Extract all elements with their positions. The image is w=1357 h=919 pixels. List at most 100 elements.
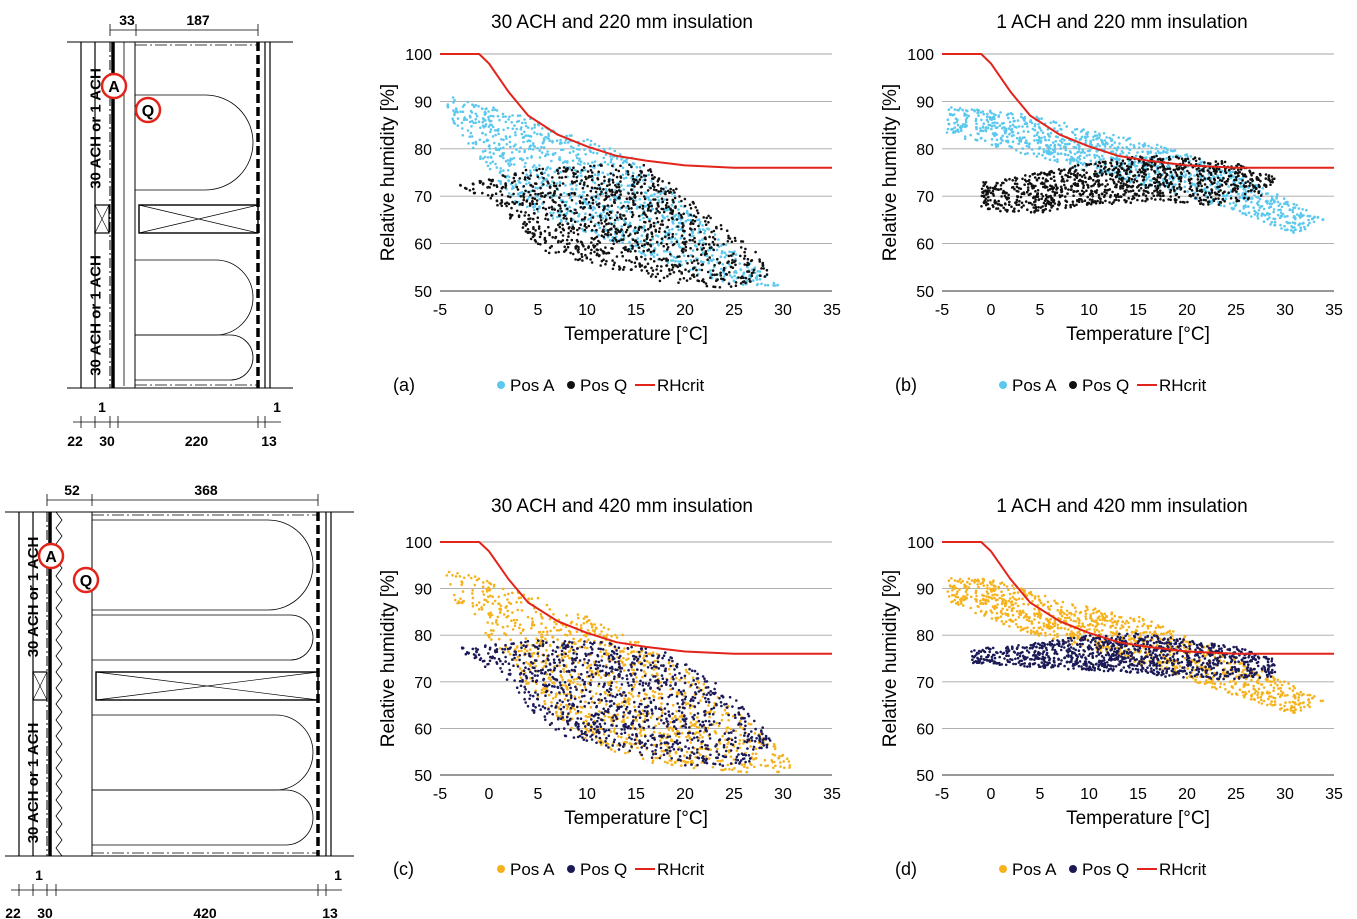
- data-point: [530, 655, 534, 658]
- data-point: [631, 247, 634, 250]
- data-point: [1024, 200, 1028, 203]
- data-point: [1094, 162, 1097, 166]
- data-point: [1075, 190, 1078, 193]
- data-point: [975, 126, 978, 129]
- data-point: [512, 618, 516, 622]
- data-point: [1105, 136, 1108, 139]
- data-point: [562, 169, 565, 173]
- data-point: [1027, 179, 1030, 183]
- data-point: [1027, 201, 1031, 205]
- data-point: [635, 241, 639, 244]
- data-point: [624, 230, 628, 234]
- data-point: [556, 638, 559, 641]
- data-point: [537, 655, 540, 658]
- data-point: [1186, 155, 1189, 158]
- data-point: [582, 183, 586, 186]
- data-point: [489, 196, 493, 200]
- data-point: [554, 194, 557, 197]
- data-point: [602, 188, 605, 191]
- data-point: [590, 261, 594, 264]
- data-point: [634, 265, 637, 268]
- data-point: [622, 234, 626, 237]
- data-point: [621, 231, 625, 235]
- data-point: [1155, 154, 1158, 158]
- data-point: [547, 134, 551, 138]
- y-tick-label: 50: [414, 284, 432, 301]
- data-point: [518, 177, 522, 180]
- data-point: [1104, 185, 1107, 188]
- data-point: [1053, 127, 1056, 130]
- data-point: [610, 222, 613, 226]
- data-point: [1267, 206, 1271, 209]
- data-point: [1033, 210, 1036, 214]
- data-point: [593, 186, 597, 190]
- data-point: [543, 236, 547, 240]
- data-point: [614, 184, 617, 187]
- data-point: [540, 133, 543, 137]
- data-point: [561, 161, 565, 164]
- data-point: [611, 164, 614, 168]
- data-point: [1115, 147, 1119, 150]
- data-point: [1097, 136, 1101, 140]
- data-point: [517, 215, 521, 219]
- data-point: [681, 221, 684, 225]
- data-point: [547, 132, 550, 136]
- data-point: [1010, 205, 1013, 208]
- data-point: [721, 250, 724, 253]
- data-point: [1125, 172, 1128, 176]
- cavity-label: 30 ACH or 1 ACH: [25, 537, 42, 658]
- data-point: [1174, 183, 1177, 186]
- data-point: [669, 253, 672, 256]
- data-point: [1044, 138, 1047, 142]
- data-point: [583, 181, 586, 184]
- data-point: [1015, 136, 1019, 140]
- data-point: [1229, 170, 1232, 174]
- data-point: [613, 149, 617, 153]
- data-point: [553, 192, 556, 195]
- data-point: [619, 229, 622, 233]
- data-point: [1162, 199, 1165, 202]
- legend-label: Pos A: [510, 376, 555, 395]
- data-point: [649, 186, 652, 190]
- data-point: [491, 179, 494, 183]
- data-point: [665, 259, 668, 262]
- data-point: [554, 229, 558, 232]
- data-point: [679, 213, 683, 217]
- data-point: [1030, 148, 1034, 151]
- chart-title: 1 ACH and 220 mm insulation: [996, 12, 1247, 33]
- data-point: [531, 217, 535, 221]
- data-point: [493, 129, 497, 132]
- data-point: [712, 248, 715, 252]
- data-point: [1095, 154, 1099, 157]
- data-point: [1000, 204, 1004, 207]
- data-point: [1294, 228, 1297, 231]
- data-point: [511, 114, 514, 117]
- data-point: [1084, 176, 1087, 179]
- data-point: [742, 765, 746, 769]
- data-point: [1161, 164, 1165, 167]
- data-point: [1075, 159, 1078, 162]
- data-point: [631, 171, 635, 175]
- data-point: [1077, 160, 1080, 164]
- data-point: [1087, 186, 1090, 189]
- data-point: [697, 279, 701, 283]
- data-point: [533, 212, 536, 215]
- data-point: [541, 191, 544, 195]
- data-point: [1054, 140, 1058, 143]
- data-point: [679, 237, 683, 240]
- data-point: [689, 213, 692, 217]
- data-point: [737, 770, 740, 773]
- data-point: [1123, 162, 1127, 165]
- data-point: [1003, 194, 1007, 198]
- data-point: [542, 206, 545, 210]
- data-point: [1220, 179, 1224, 182]
- data-point: [1276, 213, 1280, 217]
- data-point: [628, 197, 632, 201]
- data-point: [640, 251, 643, 255]
- data-point: [474, 140, 478, 144]
- data-point: [584, 253, 587, 257]
- data-point: [1011, 140, 1015, 143]
- data-point: [546, 136, 549, 140]
- data-point: [591, 198, 595, 202]
- data-point: [639, 185, 643, 189]
